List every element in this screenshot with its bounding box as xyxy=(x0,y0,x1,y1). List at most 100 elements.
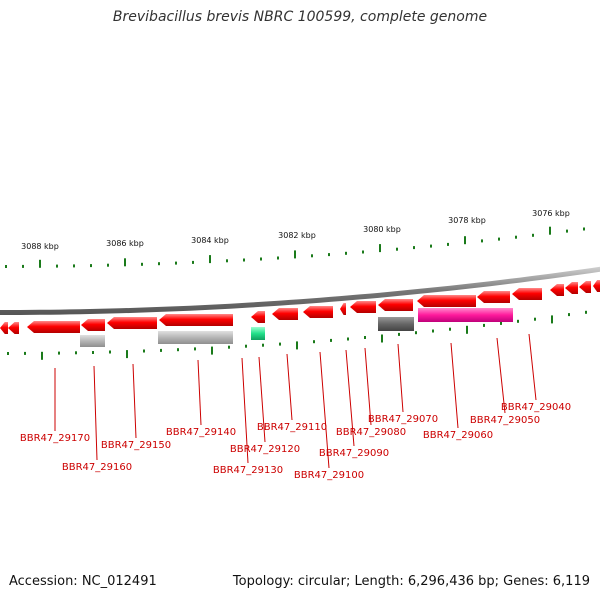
tick-mark xyxy=(160,348,162,352)
tick-mark xyxy=(22,264,24,268)
tick-label: 3076 kbp xyxy=(532,209,570,218)
tick-mark xyxy=(92,351,94,354)
rrna-box xyxy=(418,308,513,322)
tick-mark xyxy=(75,351,77,355)
cds-arrow xyxy=(159,314,233,326)
cds-arrow xyxy=(272,308,298,320)
gene-label[interactable]: BBR47_29100 xyxy=(294,470,364,481)
tick-mark xyxy=(175,261,177,265)
tick-mark xyxy=(177,348,179,352)
gene-label[interactable]: BBR47_29040 xyxy=(501,402,571,413)
tick-mark xyxy=(5,265,7,268)
tick-mark xyxy=(345,251,347,255)
gene-label[interactable]: BBR47_29110 xyxy=(257,422,327,433)
pseudo-gene-box xyxy=(378,317,414,331)
genome-title: Brevibacillus brevis NBRC 100599, comple… xyxy=(112,9,488,25)
tick-mark xyxy=(583,227,585,231)
leader-line xyxy=(197,359,202,426)
gene-label[interactable]: BBR47_29070 xyxy=(368,414,438,425)
cds-arrow xyxy=(565,282,578,294)
tick-label: 3086 kbp xyxy=(106,239,144,248)
cds-arrow xyxy=(550,284,564,296)
gene-labels: BBR47_29170 BBR47_29160 BBR47_29150 BBR47_2… xyxy=(20,402,571,481)
gene-label[interactable]: BBR47_29170 xyxy=(20,433,90,444)
tick-label: 3088 kbp xyxy=(21,242,59,251)
leader-line xyxy=(319,351,330,469)
gene-track xyxy=(0,280,600,347)
gene-label[interactable]: BBR47_29050 xyxy=(470,415,540,426)
cds-arrow xyxy=(477,291,510,303)
pseudo-gene-box xyxy=(80,335,105,347)
leader-line xyxy=(364,347,372,426)
tick-mark xyxy=(279,342,281,346)
tick-mark xyxy=(517,319,519,323)
gene-label[interactable]: BBR47_29160 xyxy=(62,462,132,473)
tick-mark xyxy=(39,259,41,268)
tick-mark xyxy=(449,327,451,331)
tick-mark xyxy=(566,229,568,233)
tick-mark xyxy=(330,338,332,342)
tick-mark xyxy=(24,351,26,355)
genome-backbone xyxy=(0,266,600,315)
gene-label[interactable]: BBR47_29120 xyxy=(230,444,300,455)
gene-label[interactable]: BBR47_29150 xyxy=(101,440,171,451)
leader-line xyxy=(528,333,537,401)
leader-line xyxy=(496,337,506,414)
tick-mark xyxy=(466,325,468,334)
leader-line xyxy=(258,356,266,443)
gene-label[interactable]: BBR47_29060 xyxy=(423,430,493,441)
tick-mark xyxy=(277,256,279,260)
tick-mark xyxy=(430,244,432,248)
tick-mark xyxy=(515,235,517,239)
tick-mark xyxy=(551,315,553,324)
cds-arrow xyxy=(340,303,346,315)
tick-mark xyxy=(90,264,92,268)
tick-mark xyxy=(396,247,398,251)
tick-mark xyxy=(209,255,211,264)
cds-arrow xyxy=(27,321,80,333)
gene-label[interactable]: BBR47_29130 xyxy=(213,465,283,476)
tick-mark xyxy=(347,337,349,341)
tick-mark xyxy=(379,244,381,253)
tick-mark xyxy=(245,344,247,348)
cds-arrow xyxy=(303,306,333,318)
tick-mark xyxy=(483,323,485,327)
pseudo-gene-box xyxy=(158,331,233,344)
position-ticks-outer xyxy=(5,226,585,268)
tick-label: 3078 kbp xyxy=(448,216,486,225)
leader-line xyxy=(93,365,98,461)
tick-mark xyxy=(124,258,126,267)
gene-label[interactable]: BBR47_29140 xyxy=(166,427,236,438)
cds-arrow xyxy=(0,322,8,334)
cds-arrow xyxy=(251,311,265,323)
tick-mark xyxy=(109,350,111,354)
leader-line xyxy=(241,357,249,464)
position-tick-labels: 3088 kbp 3086 kbp 3084 kbp 3082 kbp 3080 kbp… xyxy=(21,209,570,251)
tick-label: 3084 kbp xyxy=(191,236,229,245)
gene-label[interactable]: BBR47_29080 xyxy=(336,427,406,438)
backbone-band xyxy=(0,266,600,315)
cds-arrow xyxy=(81,319,105,331)
tick-label: 3080 kbp xyxy=(363,225,401,234)
cds-arrow xyxy=(378,299,413,311)
tick-mark xyxy=(481,239,483,243)
cds-arrow xyxy=(417,295,476,307)
gene-label[interactable]: BBR47_29090 xyxy=(319,448,389,459)
tick-mark xyxy=(226,259,228,263)
tick-mark xyxy=(7,352,9,355)
tick-mark xyxy=(549,226,551,235)
tick-mark xyxy=(585,310,587,314)
tick-label: 3082 kbp xyxy=(278,231,316,240)
trna-box xyxy=(251,327,265,340)
tick-mark xyxy=(532,233,534,237)
cds-arrow xyxy=(350,301,376,313)
tick-mark xyxy=(311,254,313,258)
tick-mark xyxy=(464,236,466,245)
position-ticks-inner xyxy=(7,310,587,360)
cds-arrow xyxy=(107,317,157,329)
tick-mark xyxy=(143,349,145,353)
tick-mark xyxy=(432,329,434,333)
tick-mark xyxy=(107,263,109,267)
tick-mark xyxy=(41,351,43,360)
tick-mark xyxy=(381,334,383,343)
